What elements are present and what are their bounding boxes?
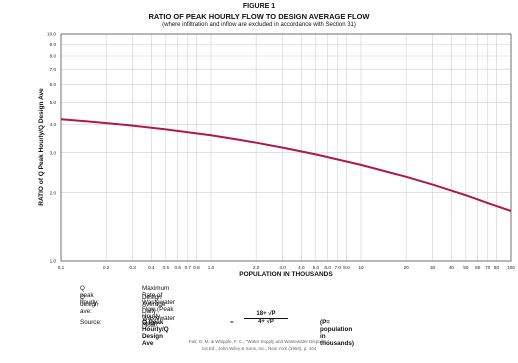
figure-label: FIGURE 1 [242, 3, 276, 10]
formula-fraction: 18+ √P 4+ √P [244, 311, 288, 325]
x-tick-label-18: 30 [430, 265, 436, 270]
y-tick-label-0: 1.0 [50, 259, 57, 264]
equals-sign: = [230, 319, 234, 326]
q-peak-key: Q peak hourly: [80, 285, 99, 306]
x-tick-label-7: 0.8 [193, 265, 200, 270]
y-tick-label-2: 3.0 [50, 150, 57, 155]
q-design-value: Design Average Daily Wastewater Flow [142, 294, 176, 329]
population-note: (P= population in thousands) [320, 319, 354, 347]
x-tick-label-8: 1.0 [208, 265, 215, 270]
x-tick-label-15: 8.0 [343, 265, 350, 270]
x-tick-label-24: 100 [507, 265, 515, 270]
x-tick-label-3: 0.4 [148, 265, 155, 270]
q-peak-value: Maximum Rate of Wastewater Flow (Peak Ho… [142, 285, 176, 327]
x-tick-label-2: 0.3 [129, 265, 136, 270]
x-tick-label-20: 50 [463, 265, 469, 270]
x-tick-label-4: 0.5 [163, 265, 170, 270]
y-tick-label-4: 5.0 [50, 100, 57, 105]
equation-left: Q Peak Hourly/Q Design Ave [142, 319, 169, 347]
x-tick-label-23: 80 [494, 265, 500, 270]
y-tick-label-7: 8.0 [50, 54, 57, 59]
x-tick-label-17: 20 [404, 265, 410, 270]
x-tick-label-16: 10 [358, 265, 364, 270]
y-tick-label-9: 10.0 [47, 32, 56, 37]
chart-subtitle: (where infiltration and inflow are exclu… [162, 22, 356, 28]
y-tick-label-5: 6.0 [50, 82, 57, 87]
x-tick-label-10: 3.0 [279, 265, 286, 270]
y-tick-label-8: 9.0 [50, 42, 57, 47]
y-axis-label: RATIO of Q Peak Hourly/Q Design Ave [38, 88, 45, 206]
x-tick-label-5: 0.6 [175, 265, 182, 270]
reference-line-1: Fair, G. M. & Whipple, F. C., "Water Sup… [188, 339, 330, 344]
q-design-key: Q design ave: [80, 294, 99, 315]
x-tick-label-22: 70 [485, 265, 491, 270]
x-tick-label-21: 60 [475, 265, 481, 270]
x-tick-label-13: 6.0 [325, 265, 332, 270]
x-tick-label-19: 40 [449, 265, 455, 270]
x-tick-label-6: 0.7 [185, 265, 192, 270]
x-tick-label-11: 4.0 [298, 265, 305, 270]
reference-line-2: 1st Ed., John Wiley & Sons, Inc., New Yo… [201, 346, 317, 351]
series-line [60, 118, 512, 212]
grid-lines [60, 33, 512, 262]
plot-frame [60, 33, 512, 262]
x-axis-label: POPULATION IN THOUSANDS [239, 271, 333, 278]
x-tick-label-9: 2.0 [253, 265, 260, 270]
x-tick-label-14: 7.0 [335, 265, 342, 270]
x-tick-label-12: 5.0 [313, 265, 320, 270]
y-tick-label-1: 2.0 [50, 190, 57, 195]
x-tick-label-1: 0.2 [103, 265, 110, 270]
x-tick-label-0: 0.1 [58, 265, 65, 270]
source-label: Source: [80, 319, 102, 326]
chart-title: RATIO OF PEAK HOURLY FLOW TO DESIGN AVER… [148, 12, 370, 21]
formula-numerator: 18+ √P [244, 311, 288, 319]
y-tick-label-6: 7.0 [50, 67, 57, 72]
y-tick-label-3: 4.0 [50, 122, 57, 127]
formula-denominator: 4+ √P [258, 319, 274, 325]
